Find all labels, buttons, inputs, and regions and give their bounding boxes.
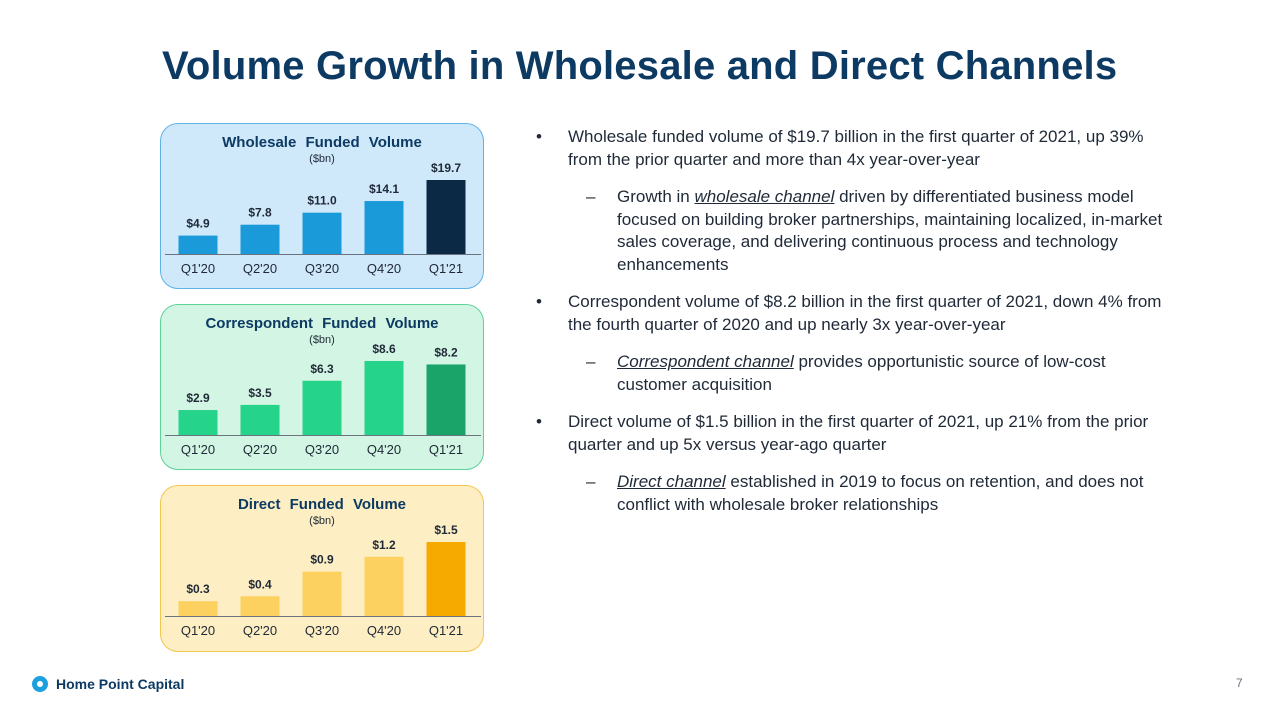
correspondent-bar-label-1: $3.5 (248, 386, 272, 400)
logo-text: Home Point Capital (56, 676, 185, 692)
direct-bar-label-2: $0.9 (310, 553, 334, 567)
correspondent-bar-label-2: $6.3 (310, 362, 334, 376)
direct-chart-title: Direct Funded Volume (237, 496, 407, 513)
direct-bar-label-1: $0.4 (248, 577, 272, 591)
direct-bar-3 (364, 556, 404, 616)
correspondent-bar-label-3: $8.6 (372, 342, 396, 356)
bullet-text: Direct volume of $1.5 billion in the fir… (568, 412, 1149, 454)
bullet-marker: • (536, 127, 542, 146)
sub-bullet-marker: – (586, 352, 596, 371)
wholesale-bar-3 (364, 201, 404, 254)
sub-bullet-direct: – Direct channel established in 2019 to … (536, 471, 1176, 516)
correspondent-chart-title: Correspondent Funded Volume (205, 315, 439, 332)
correspondent-bar-4 (426, 364, 466, 435)
sub-bullet-pre: Growth in (617, 187, 695, 206)
correspondent-bar-3 (364, 361, 404, 435)
direct-bar-0 (178, 601, 218, 616)
sub-bullet-correspondent: – Correspondent channel provides opportu… (536, 351, 1176, 396)
bullet-text: Correspondent volume of $8.2 billion in … (568, 292, 1162, 334)
direct-bar-2 (302, 571, 342, 616)
correspondent-bar-label-4: $8.2 (434, 345, 458, 359)
bullet-correspondent: • Correspondent volume of $8.2 billion i… (536, 291, 1176, 336)
correspondent-bar-2 (302, 380, 342, 435)
bullet-list: • Wholesale funded volume of $19.7 billi… (536, 126, 1176, 531)
correspondent-x-tick-4: Q1'21 (429, 442, 463, 457)
correspondent-bar-chart: $2.9 Q1'20 $3.5 Q2'20 $6.3 Q3'20 $8.6 Q4'20 $8.2… (165, 342, 481, 457)
direct-x-tick-1: Q2'20 (243, 623, 277, 638)
bullet-marker: • (536, 292, 542, 311)
page-number: 7 (1236, 676, 1243, 690)
correspondent-bar-label-0: $2.9 (186, 391, 210, 405)
bullet-marker: • (536, 412, 542, 431)
wholesale-chart-panel: Wholesale Funded Volume ($bn) $4.9 Q1'20 $… (160, 123, 484, 289)
wholesale-x-tick-0: Q1'20 (181, 261, 215, 276)
sub-bullet-post: provides opportunistic source of low-cos… (617, 352, 1106, 394)
correspondent-chart-unit: ($bn) (309, 334, 335, 346)
correspondent-x-tick-2: Q3'20 (305, 442, 339, 457)
wholesale-bar-label-0: $4.9 (186, 217, 210, 231)
wholesale-x-tick-2: Q3'20 (305, 261, 339, 276)
sub-bullet-post: established in 2019 to focus on retentio… (617, 472, 1144, 514)
wholesale-chart-title: Wholesale Funded Volume (222, 134, 422, 151)
correspondent-x-tick-3: Q4'20 (367, 442, 401, 457)
direct-bar-label-0: $0.3 (186, 582, 210, 596)
wholesale-bar-0 (178, 235, 218, 254)
sub-bullet-marker: – (586, 472, 596, 491)
sub-bullet-wholesale: – Growth in wholesale channel driven by … (536, 186, 1176, 276)
correspondent-chart-panel: Correspondent Funded Volume ($bn) $2.9 Q1… (160, 304, 484, 470)
direct-bar-label-3: $1.2 (372, 538, 396, 552)
bullet-wholesale: • Wholesale funded volume of $19.7 billi… (536, 126, 1176, 171)
direct-bar-1 (240, 596, 280, 616)
direct-bar-4 (426, 542, 466, 616)
wholesale-x-tick-1: Q2'20 (243, 261, 277, 276)
correspondent-bar-0 (178, 410, 218, 435)
wholesale-bar-chart: $4.9 Q1'20 $7.8 Q2'20 $11.0 Q3'20 $14.1 Q4'20 $1… (165, 161, 481, 276)
direct-x-tick-3: Q4'20 (367, 623, 401, 638)
wholesale-bar-1 (240, 224, 280, 254)
wholesale-bar-2 (302, 212, 342, 254)
direct-x-tick-4: Q1'21 (429, 623, 463, 638)
wholesale-x-tick-3: Q4'20 (367, 261, 401, 276)
wholesale-bar-label-2: $11.0 (307, 194, 337, 208)
slide-title: Volume Growth in Wholesale and Direct Ch… (162, 44, 1118, 88)
correspondent-channel-emphasis: Correspondent channel (617, 352, 794, 371)
direct-x-tick-2: Q3'20 (305, 623, 339, 638)
direct-bar-chart: $0.3 Q1'20 $0.4 Q2'20 $0.9 Q3'20 $1.2 Q4'20 $1.5… (165, 523, 481, 638)
correspondent-x-tick-1: Q2'20 (243, 442, 277, 457)
wholesale-bar-4 (426, 180, 466, 254)
direct-chart-unit: ($bn) (309, 515, 335, 527)
correspondent-bar-1 (240, 404, 280, 435)
wholesale-bar-label-3: $14.1 (369, 182, 399, 196)
direct-bar-label-4: $1.5 (434, 523, 458, 537)
wholesale-chart-unit: ($bn) (309, 153, 335, 165)
wholesale-channel-emphasis: wholesale channel (694, 187, 835, 206)
sub-bullet-post: driven by differentiated business model … (617, 187, 1163, 274)
logo-ring-icon (32, 676, 48, 692)
direct-chart-panel: Direct Funded Volume ($bn) $0.3 Q1'20 $0.4… (160, 485, 484, 652)
company-logo: Home Point Capital (32, 676, 184, 692)
sub-bullet-marker: – (586, 187, 596, 206)
wholesale-x-tick-4: Q1'21 (429, 261, 463, 276)
wholesale-bar-label-1: $7.8 (248, 206, 272, 220)
direct-x-tick-0: Q1'20 (181, 623, 215, 638)
bullet-text: Wholesale funded volume of $19.7 billion… (568, 127, 1144, 169)
correspondent-x-tick-0: Q1'20 (181, 442, 215, 457)
bullet-direct: • Direct volume of $1.5 billion in the f… (536, 411, 1176, 456)
wholesale-bar-label-4: $19.7 (431, 161, 461, 175)
direct-channel-emphasis: Direct channel (617, 472, 726, 491)
